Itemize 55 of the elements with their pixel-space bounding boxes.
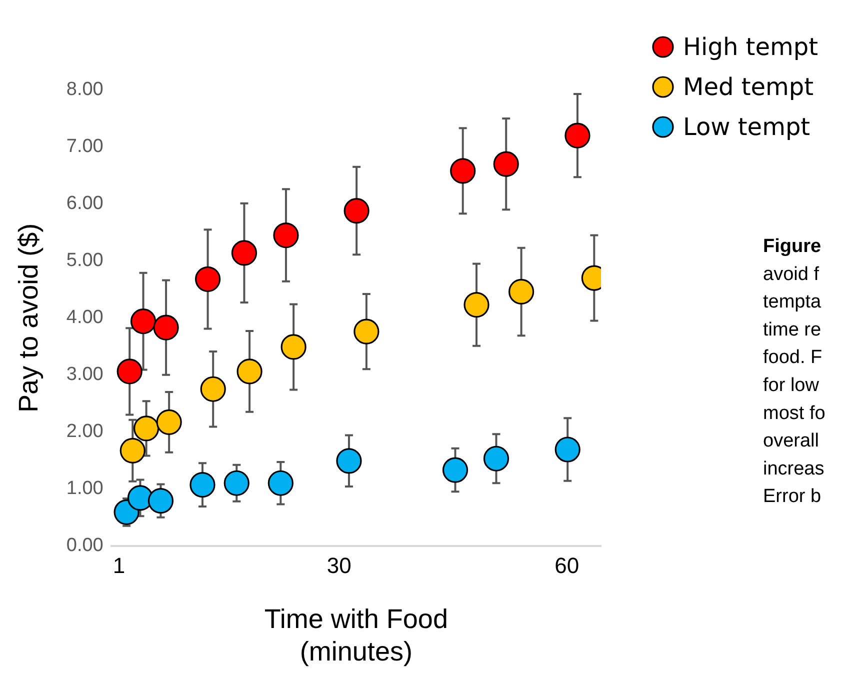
point bbox=[156, 409, 182, 435]
point bbox=[464, 292, 490, 318]
legend-label: Med tempt bbox=[683, 73, 814, 102]
text: increas bbox=[763, 458, 824, 480]
point bbox=[344, 198, 370, 224]
y-tick-label: 1.00 bbox=[66, 478, 104, 500]
point bbox=[231, 240, 258, 266]
legend-label: High tempt bbox=[683, 33, 818, 62]
text: time re bbox=[763, 319, 822, 340]
point bbox=[564, 122, 590, 148]
y-tick-label: 2.00 bbox=[66, 421, 104, 442]
y-axis-title: Pay to avoid ($) bbox=[14, 223, 44, 412]
point bbox=[148, 488, 174, 514]
point bbox=[493, 151, 519, 177]
text: most fo bbox=[763, 402, 826, 424]
text: tempta bbox=[763, 292, 822, 313]
point bbox=[236, 358, 262, 384]
point bbox=[554, 436, 580, 462]
text: Error b bbox=[763, 486, 822, 508]
point bbox=[354, 318, 380, 344]
y-tick-label: 6.00 bbox=[66, 193, 104, 214]
y-tick-label: 4.00 bbox=[66, 307, 104, 328]
point bbox=[450, 158, 476, 184]
x-tick-label: 1 bbox=[112, 553, 126, 578]
point bbox=[508, 278, 534, 304]
point bbox=[130, 308, 156, 334]
y-tick-label: 3.00 bbox=[66, 364, 104, 386]
point bbox=[120, 438, 146, 464]
point bbox=[134, 416, 160, 442]
point bbox=[280, 334, 306, 360]
text: Figure bbox=[763, 236, 822, 257]
point bbox=[194, 266, 221, 292]
point bbox=[268, 470, 294, 496]
text: overall bbox=[763, 430, 819, 452]
point bbox=[224, 470, 250, 496]
y-tick-label: 8.00 bbox=[66, 79, 104, 100]
point bbox=[127, 485, 154, 511]
point bbox=[190, 472, 216, 498]
point bbox=[116, 358, 142, 384]
text: for low bbox=[763, 375, 820, 396]
point bbox=[442, 457, 468, 483]
y-tick-label: 5.00 bbox=[66, 250, 104, 272]
x-tick-label: 60 bbox=[554, 553, 580, 578]
x-axis-title: Time with Food (minutes) bbox=[264, 604, 448, 666]
point bbox=[483, 446, 510, 472]
text: food. F bbox=[763, 347, 822, 368]
point bbox=[200, 376, 226, 402]
point bbox=[336, 448, 362, 474]
point bbox=[273, 222, 299, 248]
x-tick-label: 30 bbox=[326, 553, 352, 578]
point bbox=[153, 314, 179, 340]
y-tick-label: 0.00 bbox=[66, 535, 104, 556]
y-tick-label: 7.00 bbox=[66, 136, 104, 158]
text: avoid f bbox=[763, 264, 820, 285]
legend-label: Low tempt bbox=[683, 113, 810, 142]
